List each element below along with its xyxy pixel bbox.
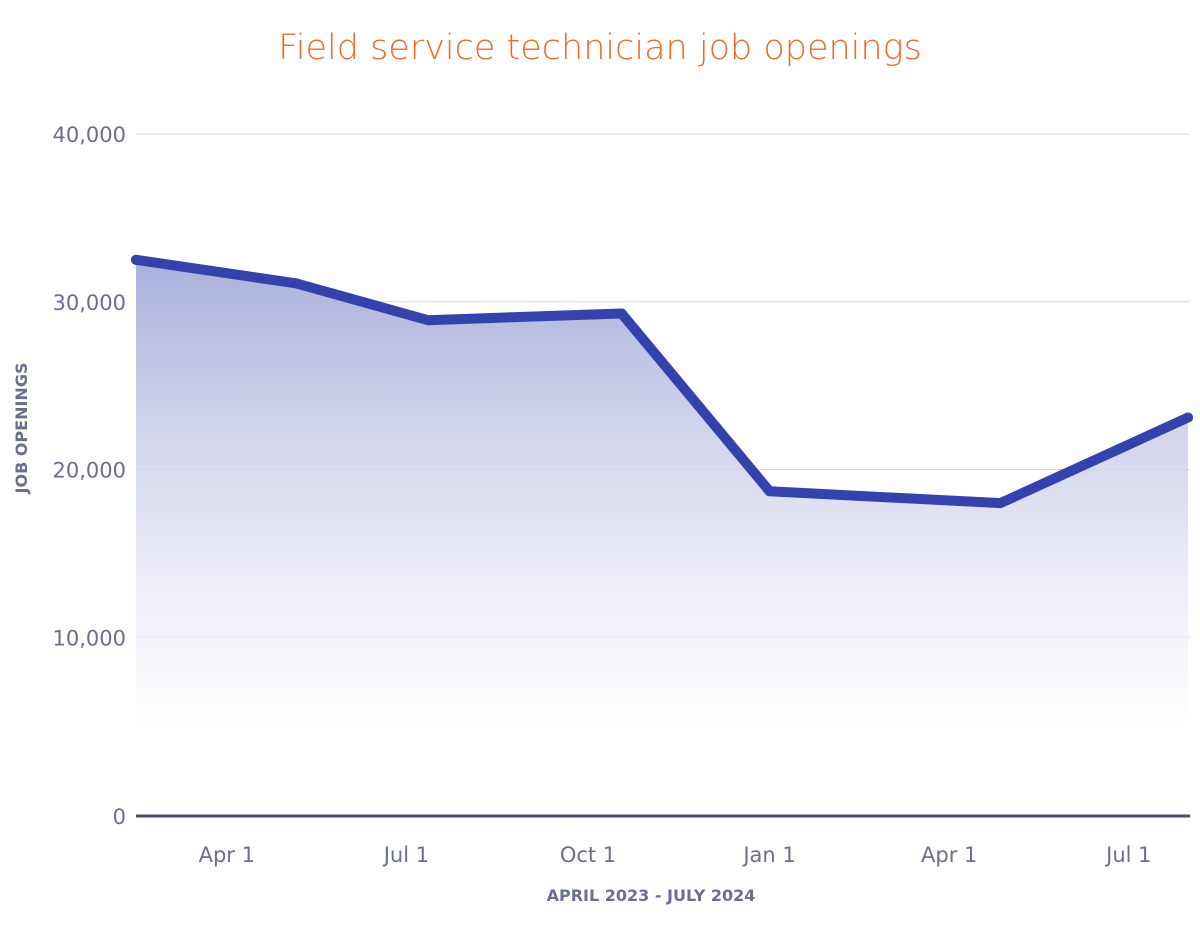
x-tick-label: Apr 1 xyxy=(921,843,977,867)
y-tick-label: 10,000 xyxy=(53,626,126,650)
x-axis-label: APRIL 2023 - JULY 2024 xyxy=(547,886,756,905)
x-tick-label: Jan 1 xyxy=(741,843,795,867)
data-point xyxy=(764,486,775,497)
x-tick-label: Apr 1 xyxy=(199,843,255,867)
y-tick-label: 0 xyxy=(113,805,126,829)
x-tick-label: Oct 1 xyxy=(560,843,616,867)
data-point xyxy=(290,278,301,289)
x-tick-label: Jul 1 xyxy=(1104,843,1151,867)
y-tick-label: 30,000 xyxy=(53,291,126,315)
data-point xyxy=(1183,412,1194,423)
x-tick-label: Jul 1 xyxy=(382,843,429,867)
data-point xyxy=(616,308,627,319)
y-tick-label: 20,000 xyxy=(53,459,126,483)
chart-title: Field service technician job openings xyxy=(278,28,922,68)
data-point xyxy=(995,498,1006,509)
data-point xyxy=(131,254,141,265)
data-points xyxy=(131,254,1194,509)
y-tick-label: 40,000 xyxy=(53,123,126,147)
area-fill xyxy=(136,259,1189,816)
data-point xyxy=(423,315,434,326)
y-axis-label: JOB OPENINGS xyxy=(12,363,31,495)
